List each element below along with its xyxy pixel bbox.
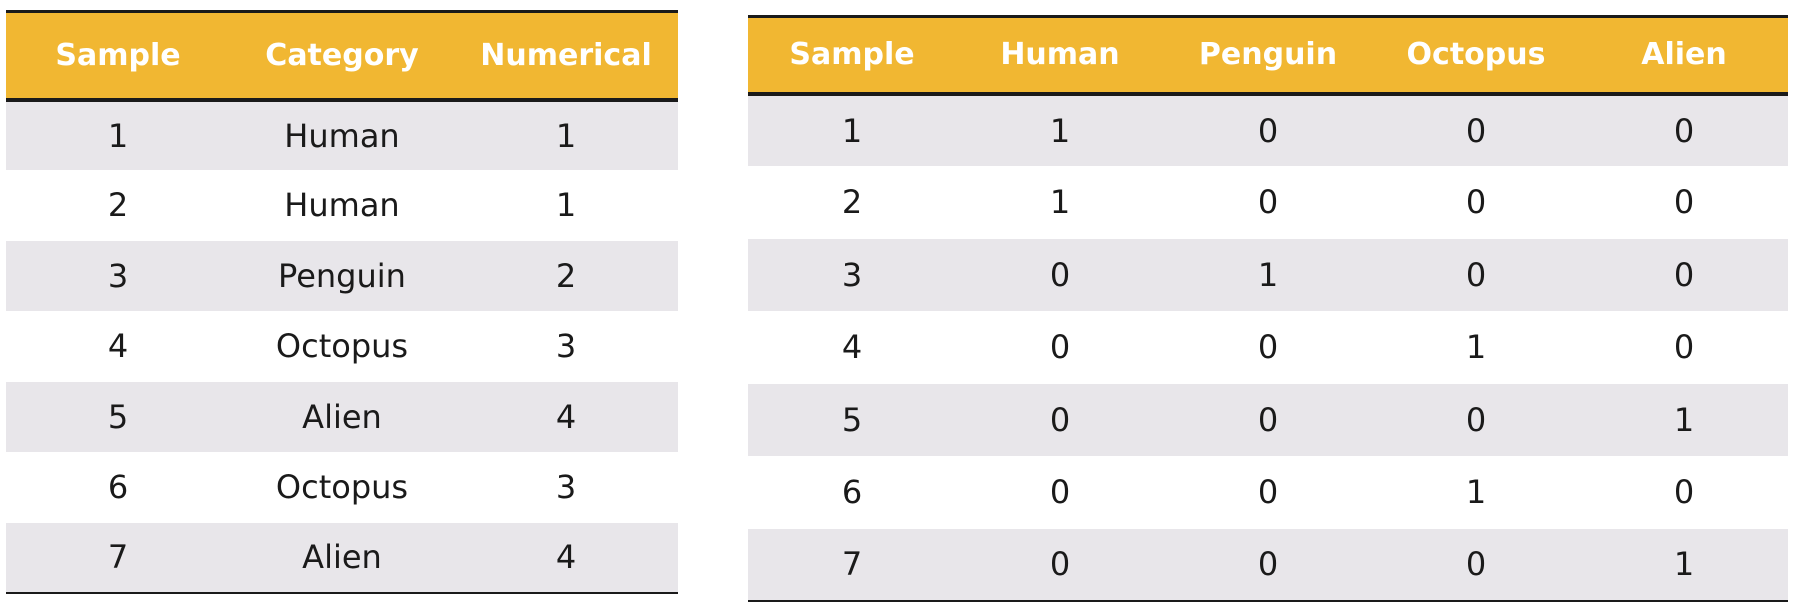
cell-category: Human [284, 116, 400, 155]
cell-penguin: 0 [1257, 328, 1279, 367]
cell-human: 0 [1049, 328, 1071, 367]
table-row: 2 1 0 0 0 [748, 166, 1788, 239]
header-penguin: Penguin [1164, 15, 1372, 96]
cell-numerical: 1 [555, 116, 577, 155]
cell-numerical: 1 [555, 186, 577, 225]
table-header: Sample Human Penguin Octopus Alien [748, 15, 1788, 96]
cell-alien: 1 [1673, 400, 1695, 439]
cell-category: Penguin [278, 256, 406, 295]
table-row: 7 0 0 0 1 [748, 528, 1788, 602]
cell-sample: 7 [748, 528, 956, 602]
cell-alien: 0 [1673, 473, 1695, 512]
cell-sample: 1 [107, 116, 129, 155]
cell-sample: 5 [107, 397, 129, 436]
header-sample: Sample [748, 15, 956, 96]
cell-sample: 1 [841, 111, 863, 150]
cell-numerical: 2 [555, 256, 577, 295]
table-row: 3 Penguin 2 [6, 240, 678, 311]
table-header: Sample Category Numerical [6, 10, 678, 102]
cell-octopus: 0 [1465, 255, 1487, 294]
header-category: Category [230, 10, 454, 102]
cell-octopus: 0 [1465, 400, 1487, 439]
table-row: 1 Human 1 [6, 99, 678, 170]
cell-octopus: 0 [1372, 528, 1580, 602]
cell-sample: 6 [107, 468, 129, 507]
table-row: 1 1 0 0 0 [748, 93, 1788, 166]
table-row: 4 Octopus 3 [6, 311, 678, 382]
cell-human: 1 [1049, 111, 1071, 150]
label-encoding-table: Sample Category Numerical 1 Human 1 2 Hu… [6, 10, 678, 594]
header-human: Human [956, 15, 1164, 96]
table-row: 6 Octopus 3 [6, 452, 678, 523]
cell-numerical: 3 [555, 468, 577, 507]
cell-penguin: 0 [1257, 473, 1279, 512]
cell-penguin: 0 [1257, 183, 1279, 222]
cell-penguin: 1 [1257, 255, 1279, 294]
header-octopus: Octopus [1372, 15, 1580, 96]
header-row: Sample Human Penguin Octopus Alien [748, 15, 1788, 96]
cell-penguin: 0 [1164, 528, 1372, 602]
cell-octopus: 0 [1465, 183, 1487, 222]
cell-category: Alien [302, 397, 382, 436]
cell-sample: 7 [6, 522, 230, 594]
cell-alien: 0 [1673, 255, 1695, 294]
cell-alien: 0 [1673, 111, 1695, 150]
table-body: 1 1 0 0 0 2 1 0 0 0 3 0 1 0 0 4 0 0 1 0 [748, 93, 1788, 602]
cell-sample: 6 [841, 473, 863, 512]
cell-sample: 5 [841, 400, 863, 439]
cell-category: Octopus [275, 468, 409, 507]
table-row: 7 Alien 4 [6, 522, 678, 594]
table-row: 2 Human 1 [6, 170, 678, 241]
cell-alien: 0 [1673, 328, 1695, 367]
cell-human: 0 [1049, 400, 1071, 439]
cell-sample: 4 [841, 328, 863, 367]
one-hot-encoding-table: Sample Human Penguin Octopus Alien 1 1 0… [748, 15, 1788, 602]
cell-human: 1 [1049, 183, 1071, 222]
cell-category: Alien [230, 522, 454, 594]
cell-penguin: 0 [1257, 111, 1279, 150]
cell-numerical: 3 [555, 327, 577, 366]
cell-octopus: 1 [1465, 328, 1487, 367]
cell-sample: 2 [841, 183, 863, 222]
header-sample: Sample [6, 10, 230, 102]
cell-penguin: 0 [1257, 400, 1279, 439]
cell-alien: 0 [1673, 183, 1695, 222]
cell-human: 0 [1049, 473, 1071, 512]
table-row: 6 0 0 1 0 [748, 456, 1788, 529]
table-row: 5 0 0 0 1 [748, 383, 1788, 456]
cell-sample: 3 [107, 256, 129, 295]
table-row: 5 Alien 4 [6, 381, 678, 452]
cell-octopus: 0 [1465, 111, 1487, 150]
cell-sample: 3 [841, 255, 863, 294]
cell-category: Human [284, 186, 400, 225]
cell-numerical: 4 [555, 397, 577, 436]
cell-octopus: 1 [1465, 473, 1487, 512]
cell-sample: 4 [107, 327, 129, 366]
cell-numerical: 4 [454, 522, 678, 594]
table-row: 4 0 0 1 0 [748, 311, 1788, 384]
header-alien: Alien [1580, 15, 1788, 96]
table-row: 3 0 1 0 0 [748, 238, 1788, 311]
header-row: Sample Category Numerical [6, 10, 678, 102]
cell-category: Octopus [275, 327, 409, 366]
cell-alien: 1 [1580, 528, 1788, 602]
header-numerical: Numerical [454, 10, 678, 102]
cell-human: 0 [956, 528, 1164, 602]
table-body: 1 Human 1 2 Human 1 3 Penguin 2 4 Octopu… [6, 99, 678, 594]
cell-human: 0 [1049, 255, 1071, 294]
cell-sample: 2 [107, 186, 129, 225]
